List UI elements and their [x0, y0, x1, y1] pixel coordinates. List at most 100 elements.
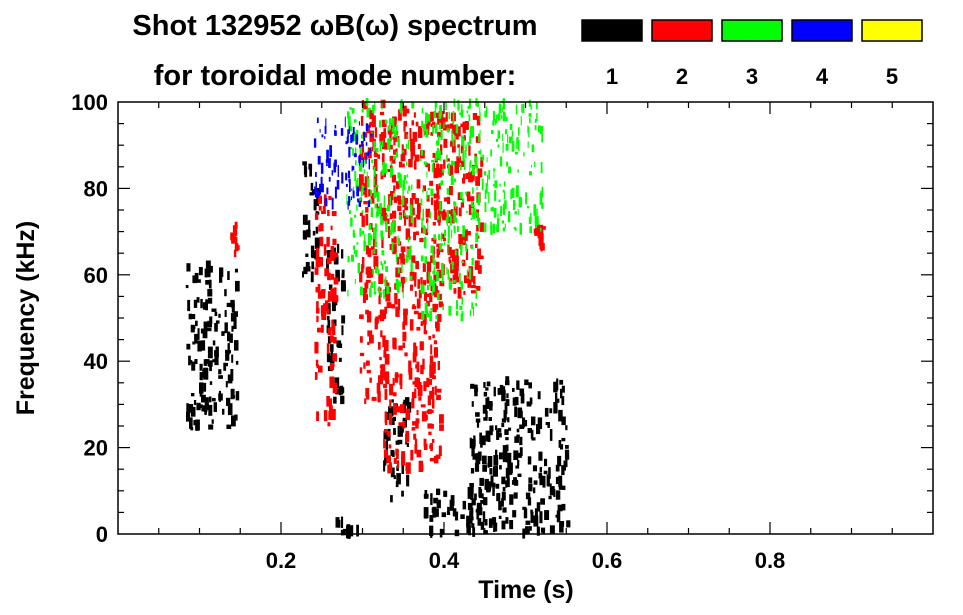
spectrum-cell — [478, 133, 480, 142]
spectrum-cell — [517, 452, 522, 458]
spectrum-cell — [213, 402, 217, 412]
spectrum-cell — [414, 444, 418, 454]
spectrum-cell — [468, 114, 470, 117]
spectrum-cell — [387, 129, 393, 135]
spectrum-cell — [227, 374, 233, 384]
spectrum-cell — [394, 190, 396, 197]
spectrum-cell — [478, 488, 483, 499]
spectrum-cell — [374, 203, 377, 209]
spectrum-cell — [358, 200, 361, 207]
spectrum-cell — [419, 158, 422, 161]
spectrum-cell — [467, 487, 472, 499]
spectrum-cell — [453, 178, 456, 183]
spectrum-cell — [476, 186, 478, 190]
spectrum-cell — [319, 128, 321, 133]
spectrum-cell — [437, 195, 440, 200]
spectrum-cell — [533, 515, 539, 527]
spectrum-cell — [410, 138, 415, 144]
spectrum-cell — [407, 190, 409, 194]
spectrum-cell — [399, 174, 402, 182]
spectrum-cell — [549, 525, 555, 534]
spectrum-cell — [405, 277, 407, 283]
spectrum-cell — [383, 460, 386, 472]
spectrum-cell — [513, 450, 519, 460]
spectrum-cell — [531, 437, 536, 441]
spectrum-cell — [433, 266, 436, 274]
spectrum-cell — [321, 289, 326, 293]
spectrum-cell — [447, 158, 450, 162]
spectrum-cell — [485, 430, 491, 442]
spectrum-cell — [420, 255, 424, 262]
spectrum-cell — [314, 341, 319, 354]
spectrum-cell — [504, 200, 507, 209]
spectrum-cell — [435, 184, 439, 191]
spectrum-cell — [360, 141, 364, 144]
spectrum-cell — [425, 228, 429, 235]
spectrum-cell — [482, 154, 485, 161]
spectrum-cell — [409, 275, 413, 280]
spectrum-cell — [372, 104, 375, 114]
spectrum-cell — [380, 111, 385, 116]
spectrum-cell — [430, 111, 434, 121]
spectrum-cell — [399, 373, 403, 386]
spectrum-cell — [460, 192, 463, 199]
spectrum-cell — [211, 308, 217, 312]
spectrum-cell — [353, 153, 357, 158]
spectrum-cell — [205, 299, 208, 311]
spectrum-cell — [359, 145, 362, 148]
spectrum-cell — [432, 270, 436, 275]
spectrum-cell — [376, 382, 381, 394]
spectrum-cell — [499, 156, 503, 167]
spectrum-cell — [453, 288, 457, 294]
spectrum-cell — [422, 313, 427, 325]
spectrum-cell — [361, 134, 364, 139]
spectrum-cell — [331, 319, 337, 326]
spectrum-cell — [214, 353, 219, 366]
spectrum-cell — [367, 248, 372, 257]
spectrum-cell — [481, 435, 486, 446]
spectrum-cell — [309, 166, 312, 177]
spectrum-cell — [224, 322, 228, 334]
spectrum-cell — [402, 321, 406, 330]
spectrum-cell — [432, 152, 436, 158]
spectrum-cell — [536, 502, 539, 510]
spectrum-cell — [368, 124, 370, 129]
spectrum-cell — [565, 459, 568, 468]
spectrum-cell — [423, 515, 428, 519]
spectrum-cell — [507, 417, 510, 423]
spectrum-cell — [555, 464, 560, 472]
spectrum-cell — [468, 204, 472, 215]
spectrum-cell — [515, 465, 520, 469]
spectrum-cell — [392, 338, 397, 350]
spectrum-cell — [202, 302, 206, 310]
spectrum-cell — [436, 394, 441, 401]
spectrum-cell — [379, 309, 385, 322]
spectrum-cell — [504, 402, 508, 414]
spectrum-cell — [470, 383, 475, 389]
spectrum-cell — [519, 388, 525, 396]
spectrum-cell — [468, 98, 472, 109]
spectrum-cell — [547, 423, 550, 428]
spectrum-cell — [446, 511, 451, 515]
spectrum-cell — [226, 302, 231, 307]
spectrum-cell — [474, 493, 477, 501]
spectrum-cell — [198, 404, 203, 409]
legend-swatch-mode-5 — [861, 19, 923, 42]
spectrum-cell — [401, 456, 406, 466]
spectrum-cell — [388, 144, 393, 150]
spectrum-cell — [435, 151, 438, 158]
spectrum-cell — [402, 148, 407, 156]
spectrum-cell — [433, 283, 437, 290]
spectrum-cell — [475, 176, 480, 186]
spectrum-cell — [381, 153, 385, 165]
spectrum-cell — [395, 151, 398, 158]
spectrum-cell — [430, 132, 434, 136]
spectrum-cell — [416, 203, 421, 215]
spectrum-cell — [421, 310, 425, 321]
spectrum-cell — [499, 183, 501, 187]
spectrum-cell — [436, 388, 442, 393]
spectrum-cell — [472, 187, 474, 194]
spectrum-cell — [557, 504, 563, 512]
spectrum-cell — [340, 128, 344, 136]
